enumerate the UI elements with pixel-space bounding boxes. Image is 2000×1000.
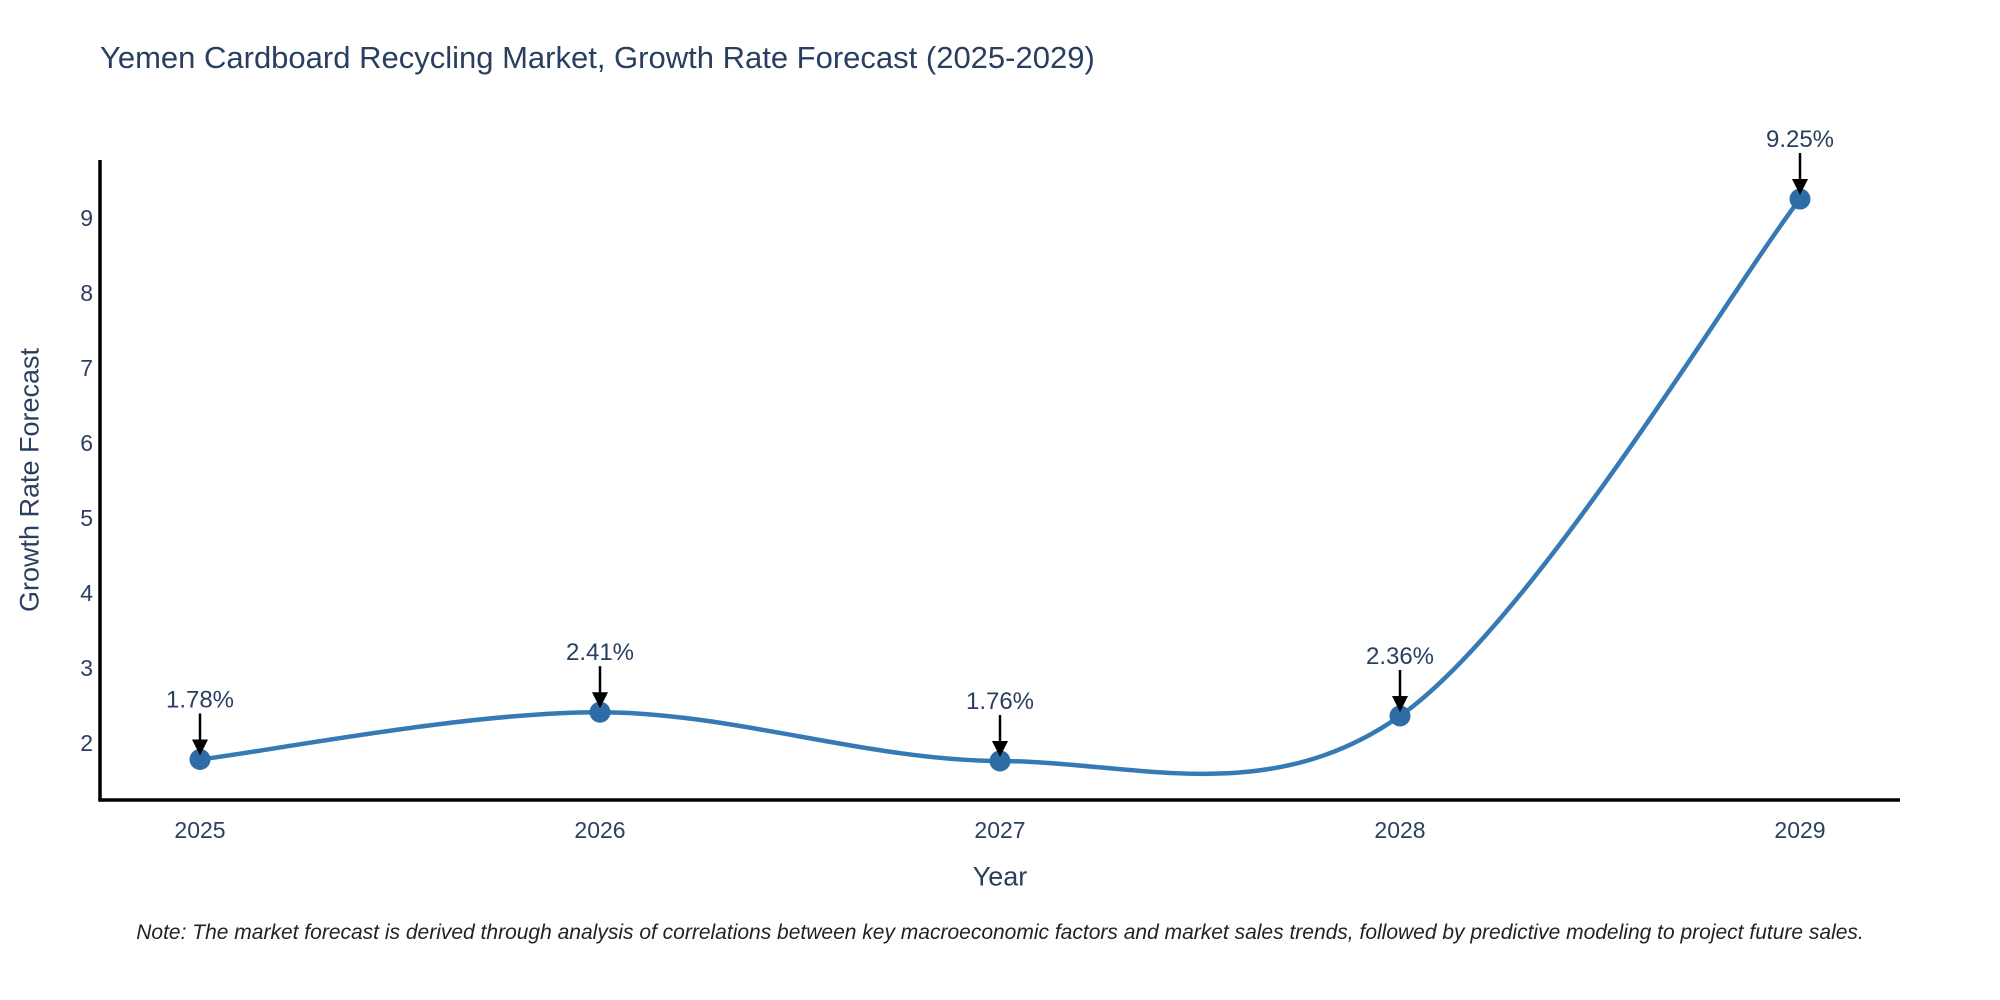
y-tick-label: 2 — [80, 730, 93, 756]
y-tick-label: 8 — [80, 280, 93, 306]
x-tick-label: 2029 — [1774, 817, 1825, 843]
x-tick-label: 2025 — [174, 817, 225, 843]
data-point[interactable] — [1789, 188, 1811, 210]
annotation-arrowhead — [1792, 179, 1808, 196]
y-tick-label: 6 — [80, 430, 93, 456]
annotation-label: 9.25% — [1766, 126, 1834, 153]
x-tick-label: 2028 — [1374, 817, 1425, 843]
data-point[interactable] — [189, 748, 211, 770]
forecast-note: Note: The market forecast is derived thr… — [136, 921, 1864, 944]
y-tick-label: 4 — [80, 580, 93, 606]
x-axis-title: Year — [972, 861, 1028, 892]
annotation-arrowhead — [592, 692, 608, 709]
annotation-label: 2.36% — [1366, 643, 1434, 670]
y-tick-label: 9 — [80, 205, 93, 231]
data-point[interactable] — [1389, 705, 1411, 727]
x-tick-label: 2026 — [574, 817, 625, 843]
y-tick-label: 5 — [80, 505, 93, 531]
series-line — [197, 196, 1803, 777]
y-tick-label: 3 — [80, 655, 93, 681]
x-tick-label: 2027 — [974, 817, 1025, 843]
annotation-label: 1.76% — [966, 688, 1034, 715]
data-point[interactable] — [989, 750, 1011, 772]
y-tick-label: 7 — [80, 355, 93, 381]
chart-title: Yemen Cardboard Recycling Market, Growth… — [100, 40, 1095, 75]
annotation-arrowhead — [1392, 695, 1408, 712]
annotation-arrowhead — [992, 740, 1008, 757]
annotation-label: 2.41% — [566, 639, 634, 666]
annotation-arrowhead — [192, 739, 208, 756]
annotation-label: 1.78% — [166, 686, 234, 713]
data-point[interactable] — [589, 701, 611, 723]
